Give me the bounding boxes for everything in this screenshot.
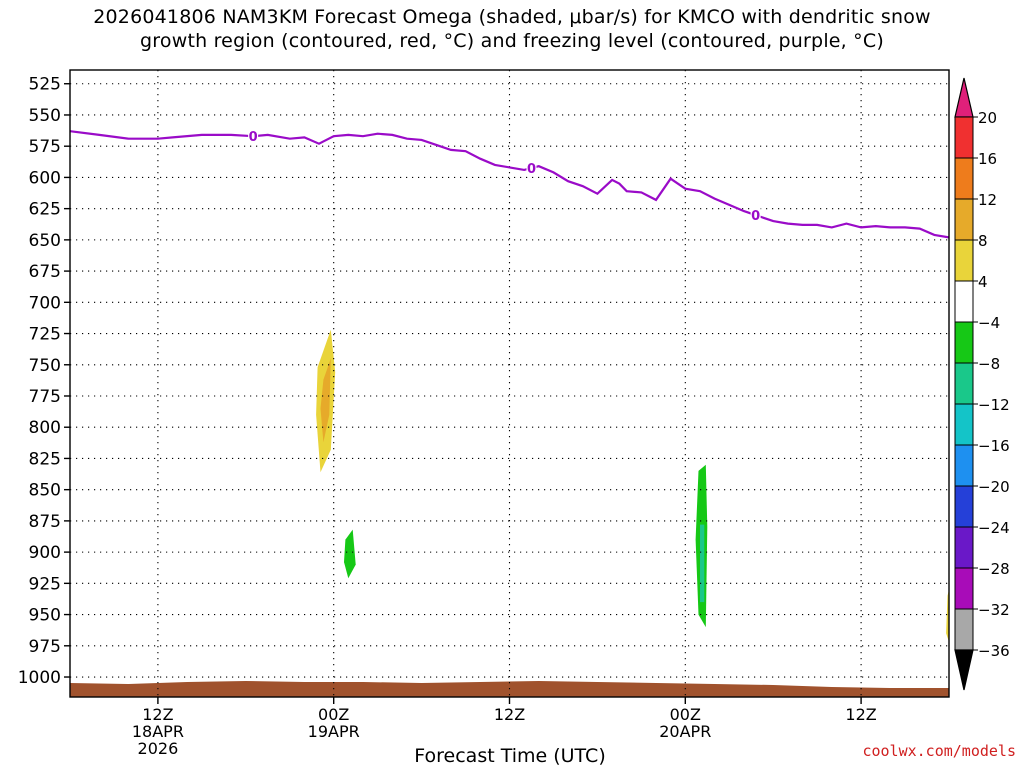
omega-region-pos-i [737,216,750,301]
colorbar-band-16-20 [955,117,973,158]
freezing-level-label: 0 [751,209,760,224]
colorbar-band--24--20 [955,486,973,527]
omega-region-neg-g-inner [700,525,704,603]
omega-time-height-chart: 0 0 0 525 550 575 600 625 650 675 700 725 750 775 800… [0,0,1024,768]
colorbar-label: 8 [978,232,988,250]
y-tick-label: 725 [29,325,61,345]
colorbar-band-4-8 [955,240,973,281]
x-tick-label: 12Z [494,705,525,724]
omega-region-neg-m [907,80,919,345]
y-tick-label: 950 [29,606,61,626]
omega-region-neg-c [303,573,313,617]
omega-region-pos-h [699,136,705,255]
colorbar-label: −4 [978,314,1000,332]
x-tick-sublabel: 20APR [659,722,711,741]
omega-region-neg-l [786,429,790,447]
y-tick-label: 600 [29,168,61,188]
y-tick-label: 700 [29,293,61,313]
y-tick-label: 575 [29,137,61,157]
colorbar-label: −12 [978,396,1010,414]
colorbar-label: −28 [978,560,1010,578]
colorbar-label: 12 [978,191,997,209]
colorbar-label: 4 [978,273,988,291]
colorbar-label: −20 [978,478,1010,496]
colorbar-band--16--12 [955,404,973,445]
colorbar-label: −36 [978,642,1010,660]
y-tick-label: 550 [29,106,61,126]
omega-region-neg-j [770,109,791,224]
omega-region-pos-n [827,526,855,643]
y-tick-label: 1000 [18,668,61,688]
colorbar-label: −24 [978,519,1010,537]
y-tick-label: 650 [29,231,61,251]
y-tick-label: 900 [29,543,61,563]
freezing-level-label: 0 [249,130,258,145]
y-tick-label: 625 [29,200,61,220]
colorbar-label: 20 [978,109,997,127]
x-tick-label: 12Z [845,705,876,724]
y-tick-label: 750 [29,356,61,376]
y-tick-label: 850 [29,481,61,501]
colorbar-band--8--4 [955,322,973,363]
colorbar-top-arrow [955,78,973,117]
y-tick-label: 800 [29,418,61,438]
colorbar-label: −32 [978,601,1010,619]
colorbar-band--36--32 [955,609,973,650]
colorbar-band--12--8 [955,363,973,404]
colorbar-band--32--28 [955,568,973,609]
terrain-surface [70,681,949,698]
y-tick-label: 925 [29,574,61,594]
omega-region-neg-top1 [526,80,532,126]
colorbar-label: −16 [978,437,1010,455]
y-tick-label: 775 [29,387,61,407]
omega-region-pos-d [580,471,584,511]
colorbar-band--20--16 [955,445,973,486]
omega-region-neg-e [640,337,647,403]
y-tick-label: 675 [29,262,61,282]
colorbar-band--28--24 [955,527,973,568]
colorbar-band-12-16 [955,158,973,199]
y-tick-label: 525 [29,75,61,95]
x-tick-sublabel: 19APR [308,722,360,741]
y-tick-label: 975 [29,637,61,657]
colorbar-label: −8 [978,355,1000,373]
credit-link[interactable]: coolwx.com/models [862,742,1016,760]
freezing-level-label: 0 [527,162,536,177]
y-tick-label: 875 [29,512,61,532]
colorbar-label: 16 [978,150,997,168]
colorbar-bottom-arrow [955,650,973,690]
colorbar-band--4-4 [955,281,973,322]
omega-region-pos-o [886,551,904,611]
omega-region-neg-k [810,80,835,209]
y-tick-label: 825 [29,449,61,469]
colorbar-band-8-12 [955,199,973,240]
omega-region-neg-p [926,555,933,601]
